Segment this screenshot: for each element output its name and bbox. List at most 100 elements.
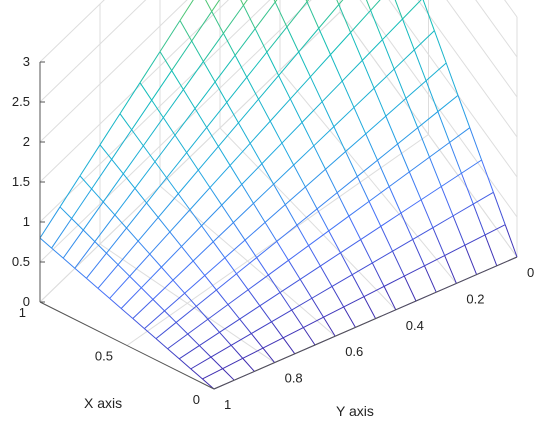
x-axis-label: X axis bbox=[84, 395, 122, 411]
mesh-line bbox=[202, 368, 223, 380]
mesh-line bbox=[218, 122, 239, 147]
mesh-line bbox=[472, 191, 494, 205]
y-tick-label: 1 bbox=[224, 397, 231, 412]
mesh-line bbox=[79, 175, 93, 190]
mesh-line bbox=[365, 0, 372, 11]
mesh-line bbox=[452, 215, 466, 246]
mesh-line bbox=[449, 142, 462, 174]
mesh-line bbox=[171, 70, 184, 90]
mesh-line bbox=[311, 286, 333, 299]
mesh-line bbox=[348, 215, 362, 240]
mesh-line bbox=[251, 321, 272, 334]
mesh-line bbox=[146, 177, 168, 204]
mesh-line bbox=[204, 257, 226, 276]
mesh-line bbox=[119, 113, 133, 131]
z-tick-label: 0 bbox=[23, 294, 30, 309]
mesh-line bbox=[333, 126, 347, 152]
mesh-line bbox=[166, 152, 188, 179]
mesh-line bbox=[256, 257, 269, 276]
mesh-line bbox=[234, 55, 248, 78]
mesh-line bbox=[155, 322, 177, 340]
mesh-line bbox=[62, 257, 76, 269]
mesh-line bbox=[276, 241, 289, 261]
mesh-line bbox=[212, 222, 234, 243]
grid-line bbox=[279, 69, 457, 284]
mesh-line bbox=[338, 4, 352, 33]
mesh-line bbox=[460, 173, 474, 205]
mesh-line bbox=[449, 127, 471, 143]
mesh-line bbox=[338, 0, 344, 5]
mesh-line bbox=[424, 255, 445, 267]
mesh-line bbox=[134, 188, 147, 204]
mesh-line bbox=[313, 126, 335, 147]
mesh-line bbox=[279, 292, 293, 311]
mesh-line bbox=[321, 101, 335, 127]
mesh-line bbox=[269, 98, 291, 122]
mesh-line bbox=[189, 209, 202, 227]
mesh-line bbox=[204, 275, 217, 291]
mesh-line bbox=[363, 285, 385, 298]
mesh-line bbox=[159, 20, 181, 52]
mesh-line bbox=[140, 287, 154, 300]
mesh-line bbox=[221, 184, 243, 206]
mesh-line bbox=[258, 75, 279, 100]
mesh-line bbox=[246, 77, 259, 100]
mesh-line bbox=[325, 169, 338, 193]
mesh-line bbox=[405, 98, 419, 128]
mesh-line bbox=[59, 175, 81, 208]
mesh-line bbox=[333, 107, 355, 127]
mesh-line bbox=[286, 26, 300, 53]
mesh-line bbox=[97, 287, 110, 299]
mesh-line bbox=[217, 146, 231, 166]
mesh-line bbox=[152, 279, 174, 300]
mesh-line bbox=[361, 60, 375, 89]
mesh-line bbox=[289, 98, 303, 123]
mesh-line bbox=[350, 32, 363, 61]
mesh-line bbox=[238, 122, 251, 144]
mesh-line bbox=[291, 309, 304, 328]
mesh-line bbox=[244, 221, 266, 241]
mesh-line bbox=[420, 199, 434, 228]
mesh-line bbox=[129, 275, 142, 289]
mesh-line bbox=[336, 192, 350, 217]
mesh-line bbox=[247, 289, 261, 307]
mesh-line bbox=[405, 80, 427, 99]
mesh-line bbox=[330, 54, 343, 82]
mesh-line bbox=[370, 0, 381, 11]
mesh-line bbox=[62, 229, 84, 259]
grid-line bbox=[475, 0, 518, 58]
mesh-line bbox=[293, 145, 315, 166]
grid-line bbox=[39, 0, 188, 143]
mesh-line bbox=[142, 145, 156, 163]
mesh-line bbox=[373, 88, 387, 117]
mesh-line bbox=[212, 241, 226, 259]
mesh-line bbox=[286, 1, 308, 28]
mesh-line bbox=[184, 292, 197, 307]
mesh-line bbox=[360, 225, 382, 240]
mesh-line bbox=[268, 259, 289, 276]
mesh-line bbox=[229, 165, 243, 185]
mesh-line bbox=[253, 203, 266, 223]
mesh-line bbox=[207, 304, 229, 320]
mesh-line bbox=[271, 309, 292, 323]
mesh-line bbox=[325, 151, 346, 170]
mesh-line bbox=[302, 327, 316, 346]
mesh-line bbox=[341, 80, 355, 108]
mesh-line bbox=[39, 237, 52, 249]
mesh-line bbox=[323, 306, 344, 318]
mesh-line bbox=[481, 159, 494, 193]
mesh-line bbox=[182, 61, 204, 90]
mesh-line bbox=[276, 224, 298, 242]
mesh-line bbox=[122, 145, 144, 175]
mesh-line bbox=[126, 202, 147, 229]
mesh-line bbox=[413, 30, 435, 51]
mesh-line bbox=[259, 292, 281, 307]
y-tick-label: 0.4 bbox=[406, 318, 424, 333]
mesh-line bbox=[219, 318, 240, 333]
mesh-line bbox=[178, 358, 192, 370]
mesh-line bbox=[111, 159, 124, 175]
mesh-line bbox=[226, 102, 239, 124]
mesh-line bbox=[199, 345, 212, 358]
mesh-line bbox=[109, 275, 131, 299]
